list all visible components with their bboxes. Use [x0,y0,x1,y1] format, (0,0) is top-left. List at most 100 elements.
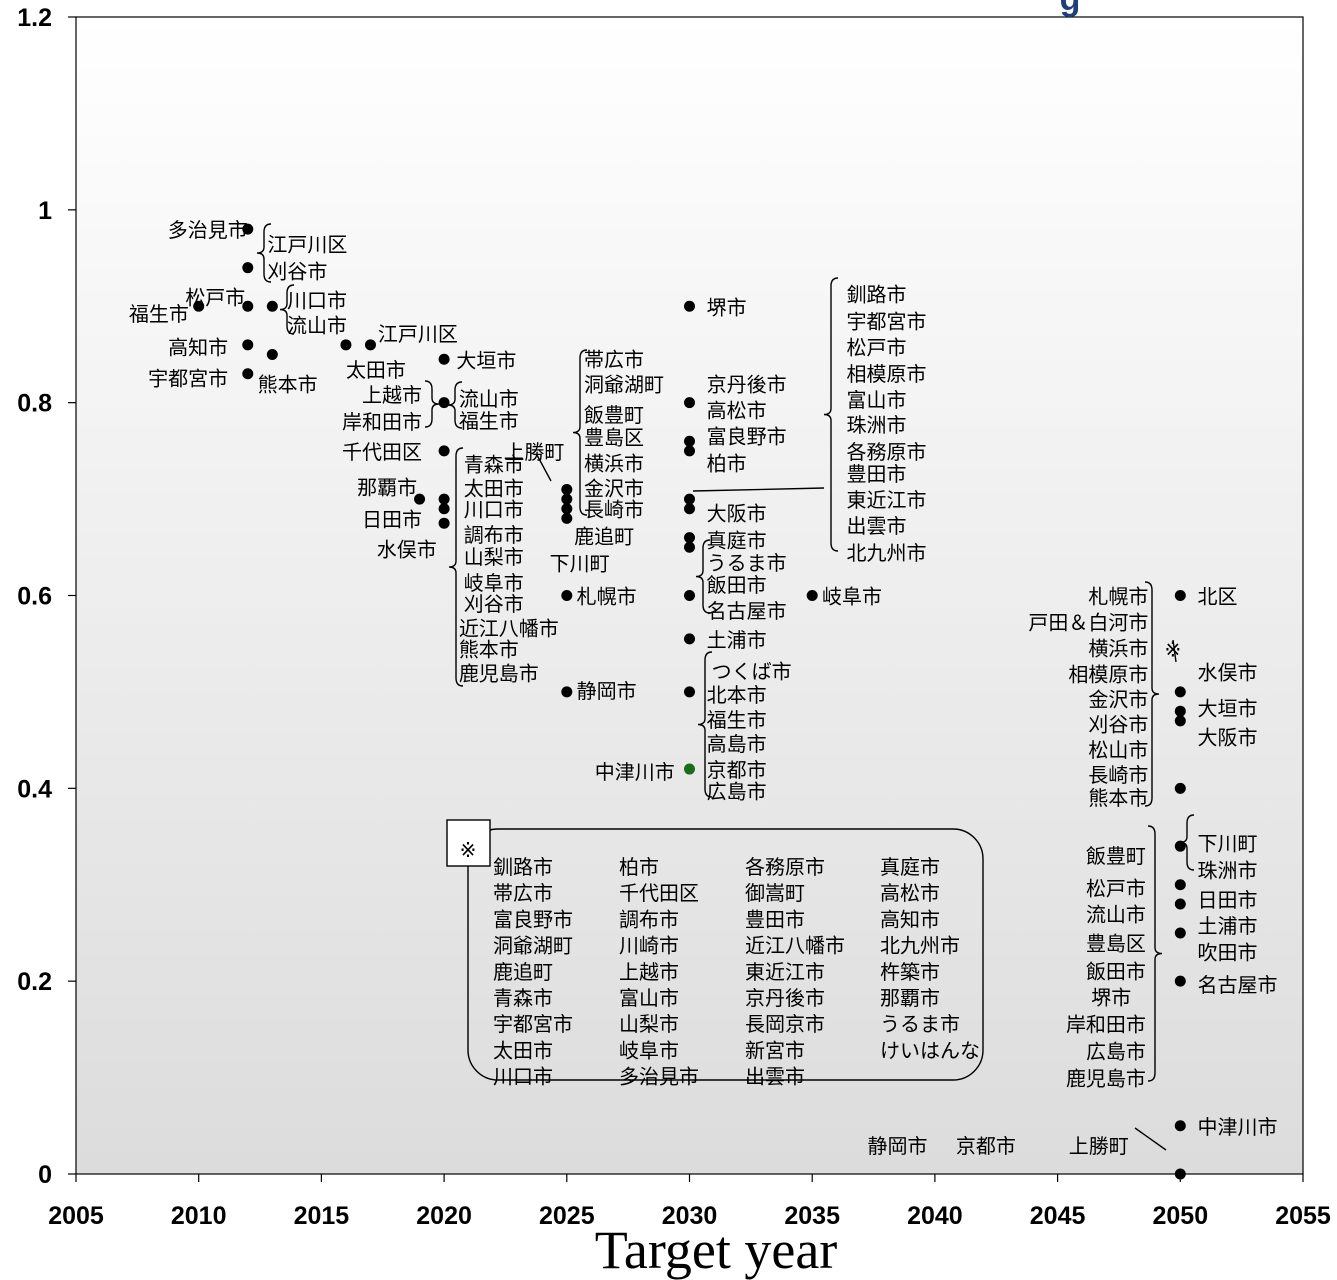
note-box-entry: 鹿追町 [493,960,553,984]
point-label: 刈谷市 [464,592,524,616]
point-label: 岸和田市 [1066,1013,1146,1037]
x-tick-label: 2015 [294,1202,350,1230]
point-label: 山梨市 [464,545,524,569]
point-label: 岐阜市 [822,585,882,609]
point-label: 豊田市 [847,462,907,486]
point-label: 熊本市 [258,372,318,396]
point-label: 真庭市 [707,529,767,553]
point-label: 珠洲市 [847,413,907,437]
data-point [242,262,254,274]
note-box-entry: 北九州市 [880,934,960,958]
point-label: 堺市 [707,295,747,319]
point-label: 多治見市 [168,218,248,242]
data-point [1174,1168,1186,1180]
point-label: 宇都宮市 [148,367,228,391]
point-label: 釧路市 [847,283,907,307]
point-label: 宇都宮市 [847,310,927,334]
data-point [684,686,695,698]
point-label: 松山市 [1088,738,1148,762]
point-label: 名古屋市 [707,599,787,623]
point-label: 青森市 [464,452,524,476]
point-label: 川口市 [464,498,524,522]
point-label: 豊島区 [1086,932,1146,956]
data-point [684,590,695,601]
data-point [242,300,254,312]
bracket [697,651,713,798]
point-label: 柏市 [707,451,747,475]
point-label: 大垣市 [1197,696,1257,720]
data-point [438,503,450,515]
point-label: 各務原市 [847,440,927,464]
point-label: 相模原市 [847,362,927,386]
point-label: 富山市 [847,388,907,412]
point-label: 洞爺湖町 [584,372,664,396]
point-label: 鹿追町 [574,525,634,549]
note-box-entry: 青森市 [493,986,553,1010]
point-label: 堺市 [1091,986,1131,1010]
point-label: 水俣市 [1197,661,1257,685]
point-label: 出雲市 [847,514,907,538]
note-box-entry: 太田市 [493,1038,553,1062]
note-box-entry: 新宮市 [745,1038,805,1062]
point-label: 札幌市 [577,585,637,609]
point-label: 日田市 [1197,888,1257,912]
data-point [438,353,450,365]
data-point [684,445,695,457]
data-point [340,339,352,351]
data-point [684,633,695,645]
point-label: 飯豊町 [584,403,644,427]
bracket [823,277,839,552]
note-marker-box [446,819,491,867]
bracket [279,284,295,335]
data-point [1174,715,1186,727]
point-label: 札幌市 [1088,585,1148,609]
y-tick-label: 0.8 [17,390,52,418]
point-label: 下川町 [550,552,610,576]
point-label: 大阪市 [707,502,767,526]
point-label: 富良野市 [707,424,787,448]
leader-line [692,487,825,492]
data-point [1174,840,1186,852]
point-label: 吹田市 [1197,940,1257,964]
point-label: 刈谷市 [267,260,327,284]
data-point [1174,1120,1186,1132]
point-label: 流山市 [287,314,347,338]
chart-title: g [1060,0,1081,18]
bracket [448,447,464,687]
data-point [414,493,426,505]
point-label: 横浜市 [584,451,644,475]
point-label: 松戸市 [847,336,907,360]
point-label: 下川町 [1197,831,1257,855]
data-point [364,339,376,351]
point-label: 飯豊町 [1086,844,1146,868]
point-label: つくば市 [712,660,792,684]
point-label: 熊本市 [1088,786,1148,810]
axes: 2005 2010 2015 2020 2025 2030 2035 2040 2045 2050… [17,4,1331,1230]
note-box-entry: うるま市 [880,1012,960,1036]
point-label: 江戸川区 [267,233,347,257]
data-point [1174,927,1186,939]
point-label: 千代田区 [342,440,422,464]
note-box-entry: 杵築市 [880,960,940,984]
data-point [266,348,278,360]
point-label: 中津川市 [1197,1115,1277,1139]
note-box-entry: 千代田区 [619,881,699,905]
point-label: 長崎市 [584,498,644,522]
data-point [684,397,695,409]
note-box-entry: 帯広市 [493,881,553,905]
note-box-entry: 京丹後市 [745,986,825,1010]
point-label: 上越市 [362,383,422,407]
note-box-entry: 御嵩町 [745,881,805,905]
point-label: 土浦市 [707,628,767,652]
data-point [1174,975,1186,987]
point-label: 福生市 [129,302,189,326]
note-box-entry: 那覇市 [880,986,940,1010]
data-point [806,590,818,601]
point-label: 松戸市 [185,286,245,310]
point-label: 京都市 [956,1134,1016,1158]
point-label: 飯田市 [1086,960,1146,984]
point-label: 日田市 [362,507,422,531]
point-label: 江戸川区 [378,322,458,346]
note-box-entry: 高知市 [880,907,940,931]
